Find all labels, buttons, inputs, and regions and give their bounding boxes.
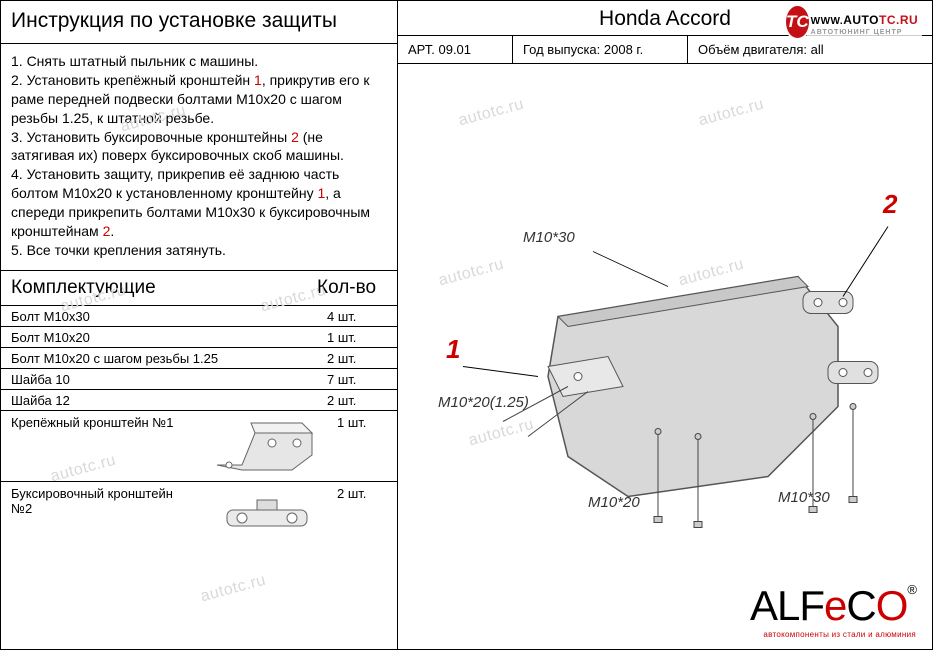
exploded-diagram [398, 64, 932, 649]
step3-text-a: 3. Установить буксировочные кронштейны [11, 129, 291, 145]
part-name: Болт М10х30 [11, 309, 327, 324]
part-name: Шайба 10 [11, 372, 327, 387]
instructions-block: 1. Снять штатный пыльник с машины. 2. Ус… [1, 44, 397, 271]
step-3: 3. Установить буксировочные кронштейны 2… [11, 128, 387, 166]
bracket1-num: №1 [152, 415, 173, 430]
bracket-1-row: Крепёжный кронштейн №1 1 шт. [1, 411, 397, 482]
alfeco-logo: ALFeCO® автокомпоненты из стали и алюмин… [750, 582, 916, 639]
bracket1-text: Крепёжный кронштейн [11, 415, 152, 430]
left-panel: Инструкция по установке защиты 1. Снять … [0, 0, 398, 650]
bracket1-qty: 1 шт. [337, 411, 397, 481]
url-tc: TC [879, 13, 896, 27]
url-ru: .RU [896, 13, 918, 27]
bracket1-image [197, 411, 337, 481]
url-a: A [843, 13, 852, 27]
part-qty: 2 шт. [327, 351, 387, 366]
step4-text-c: . [110, 223, 114, 239]
bracket2-label: Буксировочный кронштейн №2 [1, 482, 197, 552]
bracket2-num: №2 [11, 501, 32, 516]
url-www: WWW. [811, 16, 844, 27]
step-2: 2. Установить крепёжный кронштейн 1, при… [11, 71, 387, 128]
site-logo: TC WWW.AUTOTC.RU АВТОТЮНИНГ ЦЕНТР [784, 5, 922, 39]
dl-m10-20: M10*20 [588, 494, 640, 511]
e: e [824, 582, 846, 629]
reg-mark: ® [907, 582, 916, 597]
specs-row: АРТ. 09.01 Год выпуска: 2008 г. Объём дв… [398, 35, 932, 63]
dl-m10-30-bot: M10*30 [778, 489, 830, 506]
part-name: Шайба 12 [11, 393, 327, 408]
right-panel: TC WWW.AUTOTC.RU АВТОТЮНИНГ ЦЕНТР Honda … [398, 0, 933, 650]
part-name: Болт М10х20 [11, 330, 327, 345]
alfeco-tagline: автокомпоненты из стали и алюминия [750, 630, 916, 639]
dl-m10-20-125: M10*20(1.25) [438, 394, 529, 411]
page: Инструкция по установке защиты 1. Снять … [0, 0, 933, 650]
page-title: Инструкция по установке защиты [1, 1, 397, 44]
c: C [846, 582, 875, 629]
bracket2-qty: 2 шт. [337, 482, 397, 552]
part-qty: 7 шт. [327, 372, 387, 387]
step2-text-a: 2. Установить крепёжный кронштейн [11, 72, 254, 88]
logo-circle-icon: TC [784, 4, 811, 40]
spec-art: АРТ. 09.01 [398, 36, 513, 63]
part-qty: 2 шт. [327, 393, 387, 408]
bracket1-label: Крепёжный кронштейн №1 [1, 411, 197, 481]
bracket2-text: Буксировочный кронштейн [11, 486, 173, 501]
o: O [876, 582, 908, 629]
step3-ref-num: 2 [291, 129, 299, 145]
part-qty: 1 шт. [327, 330, 387, 345]
url-tagline: АВТОТЮНИНГ ЦЕНТР [811, 29, 919, 36]
part-qty: 4 шт. [327, 309, 387, 324]
parts-table-header: Комплектующие Кол-во [1, 271, 397, 306]
diagram-ref-1: 1 [446, 334, 460, 365]
th-parts: Комплектующие [11, 277, 317, 299]
bracket-2-row: Буксировочный кронштейн №2 2 шт. [1, 482, 397, 552]
bracket2-image [197, 482, 337, 552]
parts-row: Болт М10х20 1 шт. [1, 327, 397, 348]
spec-year: Год выпуска: 2008 г. [513, 36, 688, 63]
parts-row: Болт М10х30 4 шт. [1, 306, 397, 327]
step2-ref-num: 1 [254, 72, 262, 88]
diagram-ref-2: 2 [883, 189, 897, 220]
diagram-area: autotc.ru autotc.ru autotc.ru autotc.ru … [398, 64, 932, 649]
alf: ALF [750, 582, 824, 629]
step-5: 5. Все точки крепления затянуть. [11, 241, 387, 260]
dl-m10-30-top: M10*30 [523, 229, 575, 246]
step4-text-a: 4. Установить защиту, прикрепив её задню… [11, 166, 339, 201]
logo-url: WWW.AUTOTC.RU АВТОТЮНИНГ ЦЕНТР [807, 9, 923, 36]
th-qty: Кол-во [317, 277, 387, 299]
step-1: 1. Снять штатный пыльник с машины. [11, 52, 387, 71]
part-name: Болт М10х20 с шагом резьбы 1.25 [11, 351, 327, 366]
step-4: 4. Установить защиту, прикрепив её задню… [11, 165, 387, 241]
parts-row: Шайба 12 2 шт. [1, 390, 397, 411]
parts-row: Шайба 10 7 шт. [1, 369, 397, 390]
url-uto: UTO [852, 13, 879, 27]
alfeco-wordmark: ALFeCO® [750, 582, 916, 630]
parts-row: Болт М10х20 с шагом резьбы 1.25 2 шт. [1, 348, 397, 369]
spec-engine: Объём двигателя: all [688, 36, 932, 63]
